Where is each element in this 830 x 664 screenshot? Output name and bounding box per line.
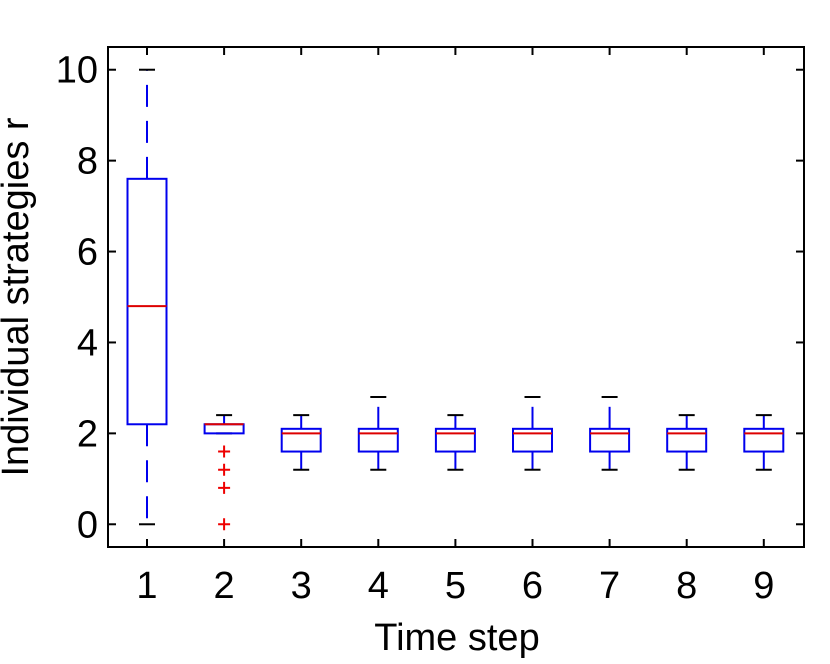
iqr-box xyxy=(357,427,399,453)
x-tick-label: 6 xyxy=(522,565,543,607)
x-axis-label: Time step xyxy=(374,617,539,659)
y-tick-label: 2 xyxy=(77,413,98,455)
iqr-box xyxy=(512,427,553,453)
y-tick-label: 0 xyxy=(77,504,98,546)
iqr-box xyxy=(589,427,631,453)
x-tick-label: 1 xyxy=(136,565,157,607)
iqr-box xyxy=(434,427,476,453)
y-tick-label: 6 xyxy=(77,232,98,274)
y-tick-label: 10 xyxy=(56,50,98,92)
iqr-box xyxy=(280,427,322,453)
x-tick-label: 3 xyxy=(291,565,312,607)
outlier-point xyxy=(218,445,231,458)
outlier-point xyxy=(218,518,231,531)
x-tick-label: 4 xyxy=(368,565,389,607)
iqr-box xyxy=(203,423,245,435)
x-tick-label: 9 xyxy=(753,565,774,607)
x-tick-label: 5 xyxy=(445,565,466,607)
x-tick-label: 8 xyxy=(676,565,697,607)
outlier-point xyxy=(218,463,231,476)
x-tick-label: 2 xyxy=(214,565,235,607)
y-tick-label: 8 xyxy=(77,141,98,183)
y-axis-label: Individual strategies r xyxy=(0,117,37,476)
iqr-box xyxy=(126,177,168,426)
axes-frame xyxy=(107,46,805,548)
x-tick-label: 7 xyxy=(599,565,620,607)
iqr-box xyxy=(743,427,785,453)
outlier-point xyxy=(218,481,231,494)
y-tick-label: 4 xyxy=(77,322,98,364)
iqr-box xyxy=(666,427,708,453)
